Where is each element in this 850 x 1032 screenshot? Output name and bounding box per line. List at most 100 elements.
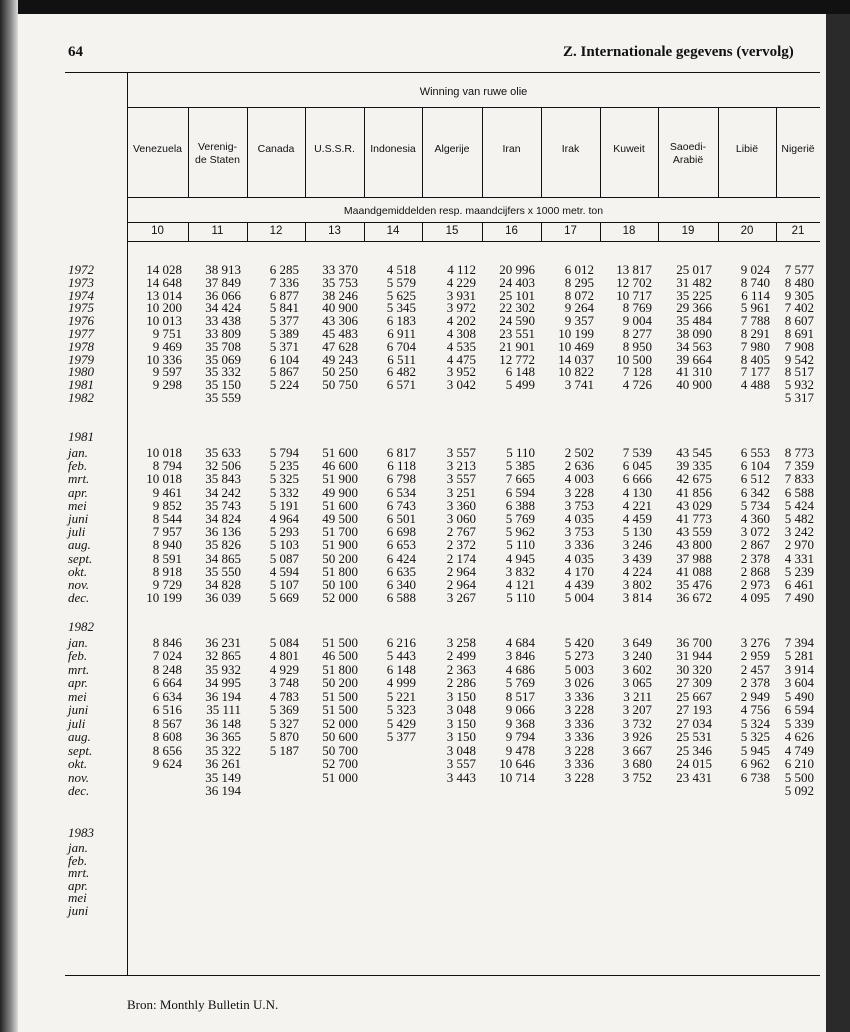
cell-value: 3 336 [564,729,594,745]
cell-value: 38 246 [322,287,358,303]
unit-note: Maandgemiddelden resp. maandcijfers x 10… [343,205,604,217]
cell-value: 9 024 [740,262,770,277]
cell-value: 9 751 [152,326,182,341]
cell-value: 6 118 [387,458,416,474]
cell-value: 5 429 [386,715,416,731]
cell-value: 6 148 [386,661,416,677]
column-number: 14 [386,225,400,237]
cell-value: 3 336 [564,537,594,553]
cell-value: 6 148 [505,364,535,380]
row-label: feb. [68,458,88,474]
cell-value: 3 814 [622,590,652,606]
cell-value: 30 320 [676,661,712,677]
cell-value: 5 841 [269,300,299,316]
cell-value: 2 502 [564,445,594,460]
cell-value: 36 148 [205,715,241,731]
cell-value: 3 680 [622,756,652,772]
cell-value: 5 235 [269,458,299,474]
column-number: 13 [328,225,341,237]
rule [305,107,306,197]
source-note: Bron: Monthly Bulletin U.N. [127,997,279,1012]
cell-value: 8 773 [784,445,814,460]
cell-value: 46 600 [322,458,358,474]
column-header: Libië [735,143,759,155]
cell-value: 6 588 [784,484,814,500]
cell-value: 10 199 [146,590,182,606]
cell-value: 27 193 [676,702,712,718]
cell-value: 4 331 [784,550,814,566]
cell-value: 4 749 [784,742,814,758]
row-label: apr. [68,877,88,893]
cell-value: 3 557 [446,471,476,487]
row-label: nov. [68,577,90,592]
cell-value: 35 559 [205,390,241,405]
cell-value: 8 918 [152,563,182,579]
cell-value: 3 048 [446,742,476,758]
cell-value: 36 231 [205,635,241,650]
cell-value: 10 646 [499,756,535,772]
cell-value: 35 826 [205,537,241,553]
row-label: 1980 [68,364,94,380]
cell-value: 50 600 [322,729,358,745]
cell-value: 4 308 [446,326,476,341]
cell-value: 5 332 [269,484,299,500]
column-header: Saoedi- Arabië [669,141,707,166]
cell-value: 3 228 [564,769,594,785]
cell-value: 3 748 [269,675,299,691]
row-label: mei [68,890,87,906]
row-label: sept. [68,550,93,566]
cell-value: 39 335 [676,458,712,474]
rule [127,241,820,242]
cell-value: 2 964 [446,563,476,579]
cell-value: 4 112 [447,262,476,277]
cell-value: 34 824 [205,511,241,526]
cell-value: 41 088 [676,563,712,579]
cell-value: 8 940 [152,537,182,553]
cell-value: 3 258 [446,635,476,650]
column-number: 15 [445,225,459,237]
cell-value: 4 229 [446,274,476,290]
rule [127,72,128,975]
row-label: 1979 [68,351,94,367]
column-header: Iran [502,143,521,155]
cell-value: 5 239 [784,563,814,579]
cell-value: 2 867 [740,537,770,553]
cell-value: 24 590 [499,313,535,329]
cell-value: 6 045 [622,458,652,474]
cell-value: 3 150 [446,729,476,745]
cell-value: 3 060 [446,511,476,526]
cell-value: 6 012 [564,262,594,277]
column-header: Irak [561,143,580,155]
cell-value: 5 490 [784,688,814,704]
column-number: 11 [211,225,224,237]
cell-value: 9 357 [564,313,594,329]
cell-value: 3 246 [622,537,652,553]
cell-value: 6 216 [386,635,416,650]
cell-value: 7 394 [784,635,814,650]
rule [658,107,659,197]
cell-value: 35 225 [676,287,712,303]
column-header: Venezuela [132,143,183,155]
row-label: mei [68,688,87,704]
cell-value: 49 500 [322,511,358,526]
cell-value: 6 738 [740,769,770,785]
cell-value: 8 277 [622,326,652,341]
cell-value: 5 224 [269,377,299,393]
cell-value: 2 378 [740,675,770,691]
column-number: 10 [151,225,164,237]
cell-value: 29 366 [676,300,712,316]
cell-value: 9 624 [152,756,182,772]
cell-value: 3 042 [446,377,476,393]
cell-value: 3 753 [564,497,594,513]
rule [127,222,820,223]
cell-value: 6 962 [740,756,770,772]
cell-value: 41 310 [676,364,712,380]
cell-value: 24 403 [499,274,535,290]
cell-value: 7 980 [740,338,770,354]
top-edge [0,0,850,14]
cell-value: 6 388 [505,497,535,513]
cell-value: 4 535 [446,338,476,354]
cell-value: 5 669 [269,590,299,606]
cell-value: 5 420 [564,635,594,650]
cell-value: 9 298 [152,377,182,393]
